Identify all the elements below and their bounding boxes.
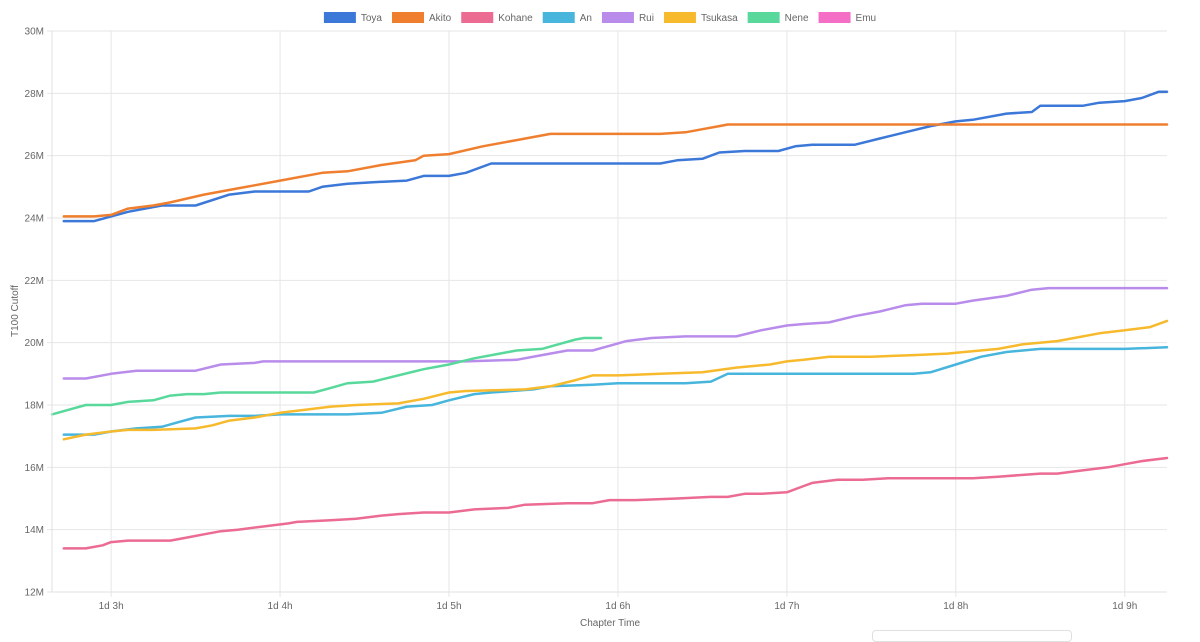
x-tick-label: 1d 4h	[268, 601, 293, 612]
grid	[52, 30, 1167, 593]
legend-item-akito[interactable]: Akito	[392, 12, 452, 24]
x-tick-label: 1d 6h	[605, 601, 630, 612]
legend-label: Nene	[785, 13, 809, 24]
legend-swatch	[461, 12, 494, 23]
legend-item-tsukasa[interactable]: Tsukasa	[663, 12, 738, 24]
legend-swatch	[323, 12, 356, 23]
x-tick-label: 1d 8h	[943, 601, 968, 612]
y-tick-label: 28M	[25, 89, 44, 100]
y-tick-label: 20M	[25, 338, 44, 349]
y-tick-label: 24M	[25, 214, 44, 225]
tooltip-box	[872, 630, 1072, 642]
legend: Toya Akito Kohane An Rui Tsukasa Nene Emu	[323, 12, 877, 24]
legend-item-kohane[interactable]: Kohane	[461, 12, 533, 24]
y-tick-label: 12M	[25, 588, 44, 599]
series-line-kohane	[62, 456, 1169, 550]
series-line-toya	[62, 90, 1169, 223]
legend-swatch	[818, 12, 851, 23]
legend-label: Toya	[361, 13, 383, 24]
series-line-akito	[62, 123, 1169, 218]
legend-swatch	[747, 12, 780, 23]
legend-label: An	[580, 13, 592, 24]
series-line-nene	[50, 336, 603, 416]
x-tick-label: 1d 9h	[1112, 601, 1137, 612]
y-tick-label: 16M	[25, 463, 44, 474]
legend-swatch	[663, 12, 696, 23]
y-axis-title: T100 Cutoff	[10, 285, 21, 337]
series-lines	[50, 90, 1169, 550]
series-line-rui	[62, 286, 1169, 380]
legend-label: Akito	[429, 13, 452, 24]
legend-item-toya[interactable]: Toya	[323, 12, 383, 24]
legend-item-emu[interactable]: Emu	[818, 12, 877, 24]
series-line-tsukasa	[62, 319, 1169, 441]
x-tick-label: 1d 3h	[99, 601, 124, 612]
axes: 12M 14M 16M 18M 20M 22M 24M 26M 28M 30M 1d 3h 1d 4h…	[25, 27, 1167, 612]
legend-label: Kohane	[498, 13, 533, 24]
x-tick-label: 1d 7h	[774, 601, 799, 612]
y-tick-label: 18M	[25, 401, 44, 412]
y-tick-label: 30M	[25, 27, 44, 38]
legend-item-rui[interactable]: Rui	[601, 12, 654, 24]
legend-swatch	[601, 12, 634, 23]
legend-item-an[interactable]: An	[542, 12, 592, 24]
legend-label: Emu	[856, 13, 877, 24]
y-tick-label: 14M	[25, 525, 44, 536]
x-axis-title: Chapter Time	[580, 618, 640, 629]
y-tick-label: 22M	[25, 276, 44, 287]
legend-swatch	[542, 12, 575, 23]
y-tick-label: 26M	[25, 151, 44, 162]
legend-label: Rui	[639, 13, 654, 24]
legend-item-nene[interactable]: Nene	[747, 12, 809, 24]
legend-swatch	[392, 12, 425, 23]
x-tick-label: 1d 5h	[436, 601, 461, 612]
legend-label: Tsukasa	[701, 13, 738, 24]
